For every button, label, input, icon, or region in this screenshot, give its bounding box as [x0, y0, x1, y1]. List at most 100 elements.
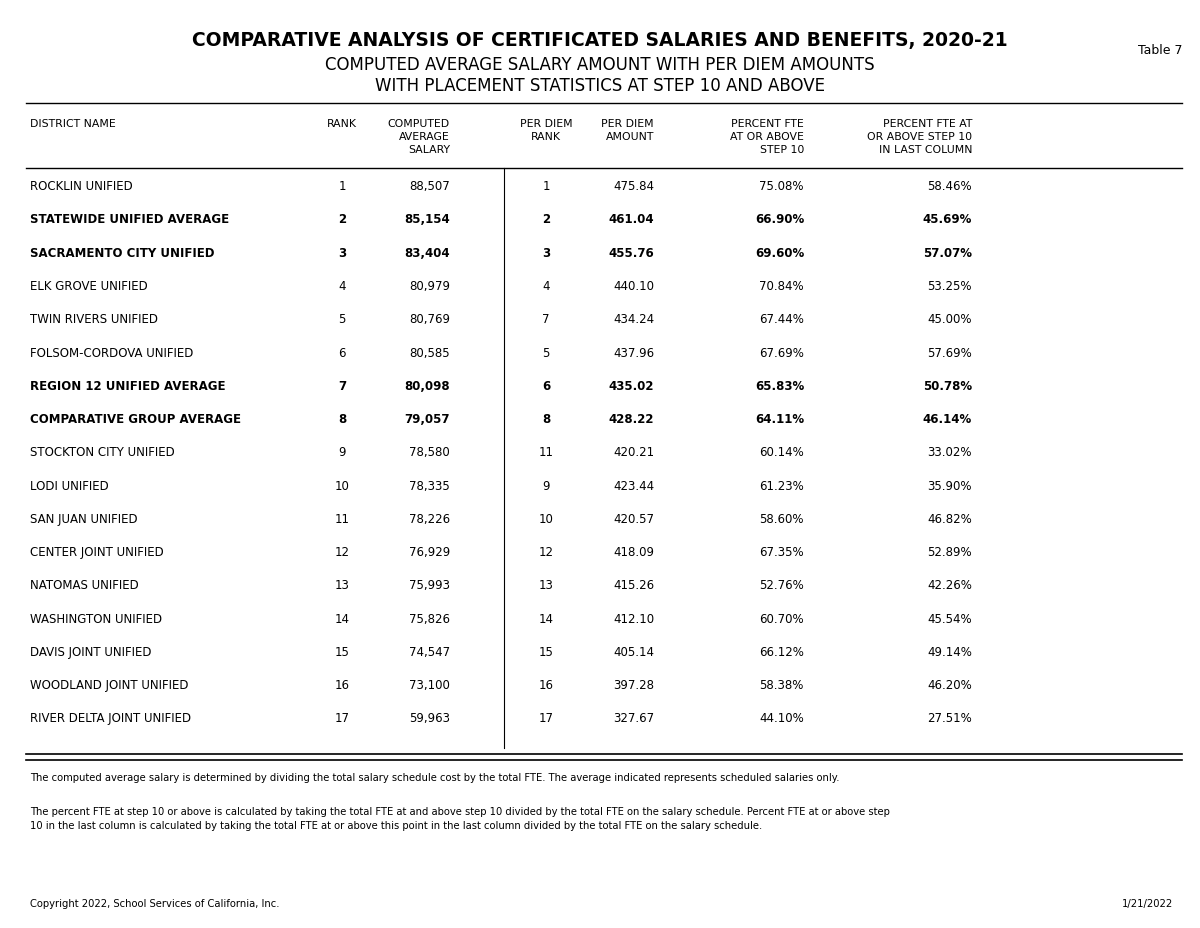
- Text: 5: 5: [542, 346, 550, 359]
- Text: COMPARATIVE GROUP AVERAGE: COMPARATIVE GROUP AVERAGE: [30, 413, 241, 426]
- Text: 66.90%: 66.90%: [755, 213, 804, 226]
- Text: 60.14%: 60.14%: [760, 445, 804, 458]
- Text: 440.10: 440.10: [613, 279, 654, 292]
- Text: 58.38%: 58.38%: [760, 678, 804, 691]
- Text: COMPARATIVE ANALYSIS OF CERTIFICATED SALARIES AND BENEFITS, 2020-21: COMPARATIVE ANALYSIS OF CERTIFICATED SAL…: [192, 31, 1008, 49]
- Text: 420.57: 420.57: [613, 512, 654, 525]
- Text: 415.26: 415.26: [613, 579, 654, 592]
- Text: 1: 1: [338, 180, 346, 193]
- Text: ELK GROVE UNIFIED: ELK GROVE UNIFIED: [30, 279, 148, 292]
- Text: 70.84%: 70.84%: [760, 279, 804, 292]
- Text: 85,154: 85,154: [404, 213, 450, 226]
- Text: 11: 11: [539, 445, 553, 458]
- Text: 88,507: 88,507: [409, 180, 450, 193]
- Text: NATOMAS UNIFIED: NATOMAS UNIFIED: [30, 579, 139, 592]
- Text: ROCKLIN UNIFIED: ROCKLIN UNIFIED: [30, 180, 133, 193]
- Text: 80,098: 80,098: [404, 380, 450, 393]
- Text: 10: 10: [335, 479, 349, 492]
- Text: 8: 8: [338, 413, 346, 426]
- Text: REGION 12 UNIFIED AVERAGE: REGION 12 UNIFIED AVERAGE: [30, 380, 226, 393]
- Text: 73,100: 73,100: [409, 678, 450, 691]
- Text: 44.10%: 44.10%: [760, 712, 804, 725]
- Text: 6: 6: [542, 380, 550, 393]
- Text: 67.44%: 67.44%: [760, 313, 804, 326]
- Text: WASHINGTON UNIFIED: WASHINGTON UNIFIED: [30, 612, 162, 625]
- Text: PER DIEM
RANK: PER DIEM RANK: [520, 119, 572, 142]
- Text: 27.51%: 27.51%: [928, 712, 972, 725]
- Text: 11: 11: [335, 512, 349, 525]
- Text: SAN JUAN UNIFIED: SAN JUAN UNIFIED: [30, 512, 138, 525]
- Text: 35.90%: 35.90%: [928, 479, 972, 492]
- Text: 75.08%: 75.08%: [760, 180, 804, 193]
- Text: 4: 4: [542, 279, 550, 292]
- Text: 4: 4: [338, 279, 346, 292]
- Text: 5: 5: [338, 313, 346, 326]
- Text: 3: 3: [338, 247, 346, 260]
- Text: 42.26%: 42.26%: [928, 579, 972, 592]
- Text: 2: 2: [338, 213, 346, 226]
- Text: 12: 12: [539, 546, 553, 559]
- Text: 58.46%: 58.46%: [928, 180, 972, 193]
- Text: 57.07%: 57.07%: [923, 247, 972, 260]
- Text: RANK: RANK: [326, 119, 358, 129]
- Text: LODI UNIFIED: LODI UNIFIED: [30, 479, 109, 492]
- Text: 57.69%: 57.69%: [928, 346, 972, 359]
- Text: STOCKTON CITY UNIFIED: STOCKTON CITY UNIFIED: [30, 445, 175, 458]
- Text: 8: 8: [542, 413, 550, 426]
- Text: 1: 1: [542, 180, 550, 193]
- Text: 52.89%: 52.89%: [928, 546, 972, 559]
- Text: 59,963: 59,963: [409, 712, 450, 725]
- Text: 78,226: 78,226: [409, 512, 450, 525]
- Text: COMPUTED
AVERAGE
SALARY: COMPUTED AVERAGE SALARY: [388, 119, 450, 155]
- Text: RIVER DELTA JOINT UNIFIED: RIVER DELTA JOINT UNIFIED: [30, 712, 191, 725]
- Text: Table 7: Table 7: [1138, 44, 1182, 57]
- Text: 76,929: 76,929: [409, 546, 450, 559]
- Text: 16: 16: [335, 678, 349, 691]
- Text: 412.10: 412.10: [613, 612, 654, 625]
- Text: CENTER JOINT UNIFIED: CENTER JOINT UNIFIED: [30, 546, 163, 559]
- Text: 423.44: 423.44: [613, 479, 654, 492]
- Text: COMPUTED AVERAGE SALARY AMOUNT WITH PER DIEM AMOUNTS: COMPUTED AVERAGE SALARY AMOUNT WITH PER …: [325, 56, 875, 73]
- Text: 435.02: 435.02: [608, 380, 654, 393]
- Text: 67.35%: 67.35%: [760, 546, 804, 559]
- Text: 46.20%: 46.20%: [928, 678, 972, 691]
- Text: 45.00%: 45.00%: [928, 313, 972, 326]
- Text: 420.21: 420.21: [613, 445, 654, 458]
- Text: 49.14%: 49.14%: [928, 645, 972, 658]
- Text: 75,826: 75,826: [409, 612, 450, 625]
- Text: 437.96: 437.96: [613, 346, 654, 359]
- Text: DISTRICT NAME: DISTRICT NAME: [30, 119, 115, 129]
- Text: 78,335: 78,335: [409, 479, 450, 492]
- Text: 461.04: 461.04: [608, 213, 654, 226]
- Text: 13: 13: [539, 579, 553, 592]
- Text: 3: 3: [542, 247, 550, 260]
- Text: 12: 12: [335, 546, 349, 559]
- Text: 58.60%: 58.60%: [760, 512, 804, 525]
- Text: PERCENT FTE
AT OR ABOVE
STEP 10: PERCENT FTE AT OR ABOVE STEP 10: [730, 119, 804, 155]
- Text: 475.84: 475.84: [613, 180, 654, 193]
- Text: 455.76: 455.76: [608, 247, 654, 260]
- Text: 9: 9: [542, 479, 550, 492]
- Text: 1/21/2022: 1/21/2022: [1122, 897, 1174, 908]
- Text: 15: 15: [539, 645, 553, 658]
- Text: 13: 13: [335, 579, 349, 592]
- Text: 50.78%: 50.78%: [923, 380, 972, 393]
- Text: 45.54%: 45.54%: [928, 612, 972, 625]
- Text: 10: 10: [539, 512, 553, 525]
- Text: 15: 15: [335, 645, 349, 658]
- Text: 7: 7: [542, 313, 550, 326]
- Text: 14: 14: [539, 612, 553, 625]
- Text: 428.22: 428.22: [608, 413, 654, 426]
- Text: FOLSOM-CORDOVA UNIFIED: FOLSOM-CORDOVA UNIFIED: [30, 346, 193, 359]
- Text: 69.60%: 69.60%: [755, 247, 804, 260]
- Text: PER DIEM
AMOUNT: PER DIEM AMOUNT: [601, 119, 654, 142]
- Text: 64.11%: 64.11%: [755, 413, 804, 426]
- Text: 66.12%: 66.12%: [760, 645, 804, 658]
- Text: 17: 17: [539, 712, 553, 725]
- Text: 6: 6: [338, 346, 346, 359]
- Text: 9: 9: [338, 445, 346, 458]
- Text: 14: 14: [335, 612, 349, 625]
- Text: 80,769: 80,769: [409, 313, 450, 326]
- Text: 79,057: 79,057: [404, 413, 450, 426]
- Text: 80,585: 80,585: [409, 346, 450, 359]
